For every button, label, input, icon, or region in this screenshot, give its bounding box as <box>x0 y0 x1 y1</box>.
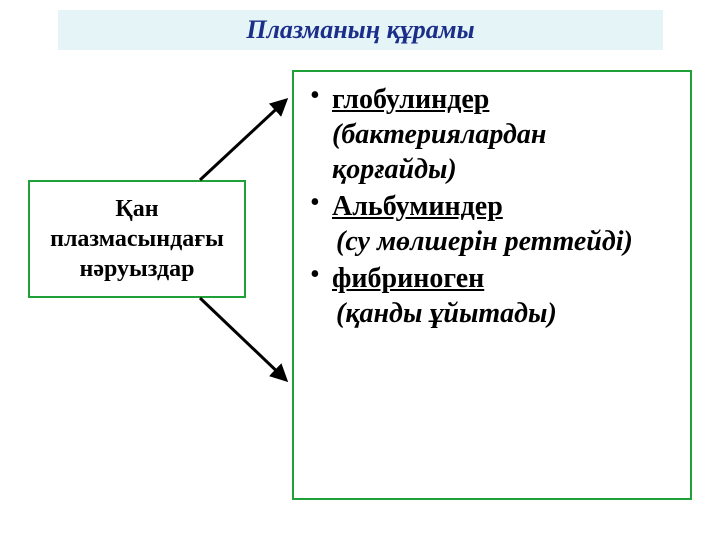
title-bar: Плазманың құрамы <box>58 10 663 50</box>
left-concept-box: Қан плазмасындағы нәруыздар <box>28 180 246 298</box>
protein-list: глобулиндер (бактериялардан қорғайды)Аль… <box>304 82 676 331</box>
protein-term: фибриноген <box>332 263 484 294</box>
left-concept-label: Қан плазмасындағы нәруыздар <box>34 194 240 284</box>
protein-term: Альбуминдер <box>332 191 503 222</box>
protein-term: глобулиндер <box>332 84 489 115</box>
page-title: Плазманың құрамы <box>246 15 474 45</box>
protein-desc: (қанды ұйытады) <box>332 296 676 331</box>
protein-desc: (су мөлшерін реттейді) <box>332 224 676 259</box>
list-item: фибриноген (қанды ұйытады) <box>304 261 676 331</box>
list-item: глобулиндер (бактериялардан қорғайды) <box>304 82 676 187</box>
list-item: Альбуминдер(су мөлшерін реттейді) <box>304 189 676 259</box>
arrow-down <box>200 298 286 380</box>
arrow-up <box>200 100 286 180</box>
protein-desc: (бактериялардан қорғайды) <box>332 119 546 185</box>
right-list-box: глобулиндер (бактериялардан қорғайды)Аль… <box>292 70 692 500</box>
